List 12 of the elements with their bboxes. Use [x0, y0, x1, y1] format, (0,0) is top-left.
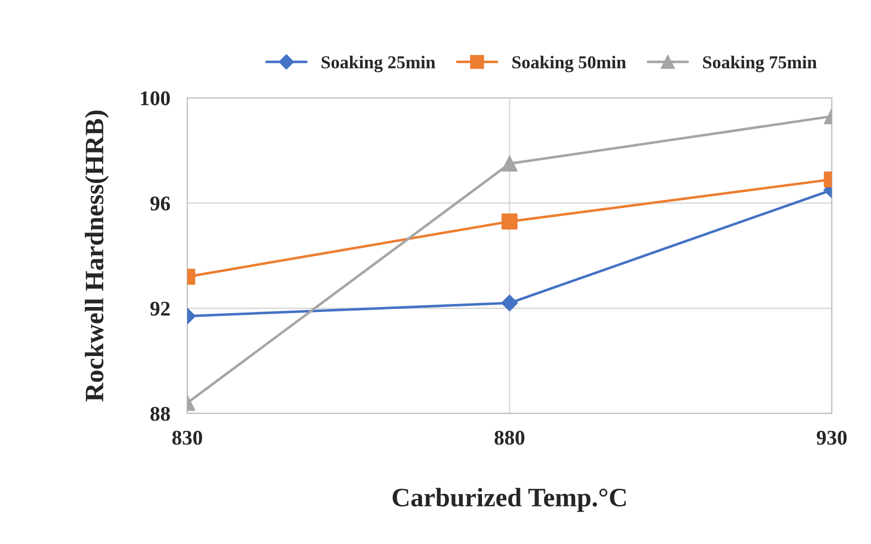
x-tick-label: 830: [172, 430, 202, 445]
y-tick-label: 96: [150, 196, 170, 211]
y-tick-label: 100: [141, 91, 170, 106]
y-axis-title: Rockwell Hardness(HRB): [84, 110, 109, 402]
x-tick-label: 930: [816, 430, 847, 445]
x-tick-label: 880: [494, 430, 524, 445]
legend-label: Soaking 50min: [512, 56, 626, 72]
legend-label: Soaking 25min: [322, 56, 436, 72]
y-tick-label: 88: [150, 406, 170, 421]
x-axis-title: Carburized Temp.°C: [392, 488, 626, 512]
legend-label: Soaking 75min: [703, 56, 817, 72]
y-tick-label: 92: [150, 302, 170, 316]
